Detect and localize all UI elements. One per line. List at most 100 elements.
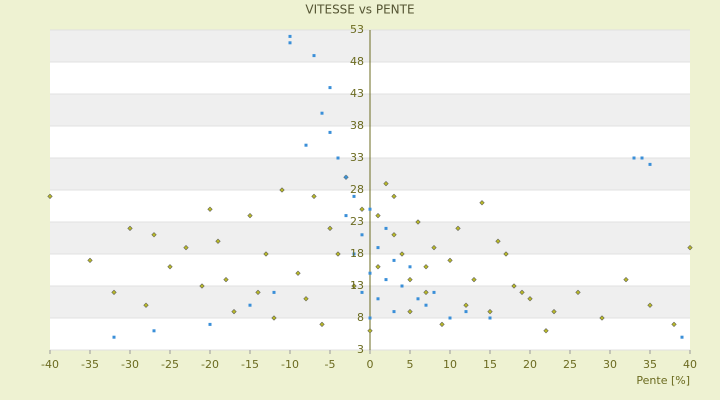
point [431,244,437,251]
point [551,308,557,315]
point [527,296,533,302]
point [47,193,53,200]
point [392,258,396,262]
point [519,289,525,296]
x-tick-label: 20 [523,358,537,371]
x-tick-label: 35 [643,358,657,371]
point [575,289,581,296]
point [367,328,373,334]
point [151,232,157,238]
chart-title: VITESSE vs PENTE [305,3,414,17]
point [247,212,253,219]
point [511,283,517,289]
point [111,289,117,296]
point [295,270,301,276]
y-tick-label: 23 [350,215,364,228]
point [368,207,372,211]
x-tick-label: -20 [201,358,219,371]
point [384,226,388,230]
point [648,162,652,166]
point [687,244,693,251]
point [368,316,372,320]
point [488,316,492,320]
y-tick-label: 18 [350,247,364,260]
point [304,143,308,147]
x-tick-label: 5 [407,358,414,371]
y-tick-label: 43 [350,87,364,100]
point [344,175,348,179]
point [447,257,453,264]
point [376,297,380,301]
point [623,276,629,283]
point [647,302,653,308]
point [384,278,388,282]
point [407,308,413,315]
point [391,232,397,238]
point [463,302,469,308]
x-tick-label: 0 [367,358,374,371]
point [408,265,412,269]
x-tick-label: 15 [483,358,497,371]
point [487,308,493,315]
point [464,310,468,314]
point [87,257,93,264]
point [328,130,332,134]
point [439,321,445,328]
point [415,219,421,225]
point [143,302,149,308]
x-tick-label: -15 [241,358,259,371]
point [391,193,397,200]
x-axis-label: Pente [%] [636,374,690,387]
point [320,111,324,115]
point [272,290,276,294]
point [279,187,285,193]
x-tick-label: -10 [281,358,299,371]
point [360,233,364,237]
point [288,41,292,45]
point [351,283,357,289]
y-tick-label: 13 [350,279,364,292]
point [335,251,341,257]
point [311,193,317,200]
point [399,251,405,257]
point [255,289,261,296]
point [407,276,413,283]
x-tick-label: 10 [443,358,457,371]
point [495,238,501,244]
x-tick-label: -25 [161,358,179,371]
x-tick-label: -35 [81,358,99,371]
point [352,252,356,256]
point [392,310,396,314]
point [223,276,229,283]
point [344,214,348,218]
point [352,194,356,198]
point [303,296,309,302]
x-tick-label: -40 [41,358,59,371]
x-tick-label: 30 [603,358,617,371]
y-tick-label: 33 [350,151,364,164]
y-tick-label: 28 [350,183,364,196]
x-tick-label: 40 [683,358,697,371]
point [455,225,461,232]
point [112,335,116,339]
point [400,284,404,288]
point [271,315,277,321]
y-tick-label: 3 [357,343,364,356]
point [375,212,381,219]
point [215,238,221,244]
point [199,283,205,289]
y-tick-label: 48 [350,55,364,68]
x-tick-label: -5 [325,358,336,371]
point [599,315,605,321]
point [479,200,485,206]
point [368,271,372,275]
y-tick-label: 53 [350,23,364,36]
point [312,54,316,58]
point [208,322,212,326]
point [448,316,452,320]
point [288,34,292,38]
point [359,206,365,212]
point [375,264,381,270]
point [423,289,429,296]
